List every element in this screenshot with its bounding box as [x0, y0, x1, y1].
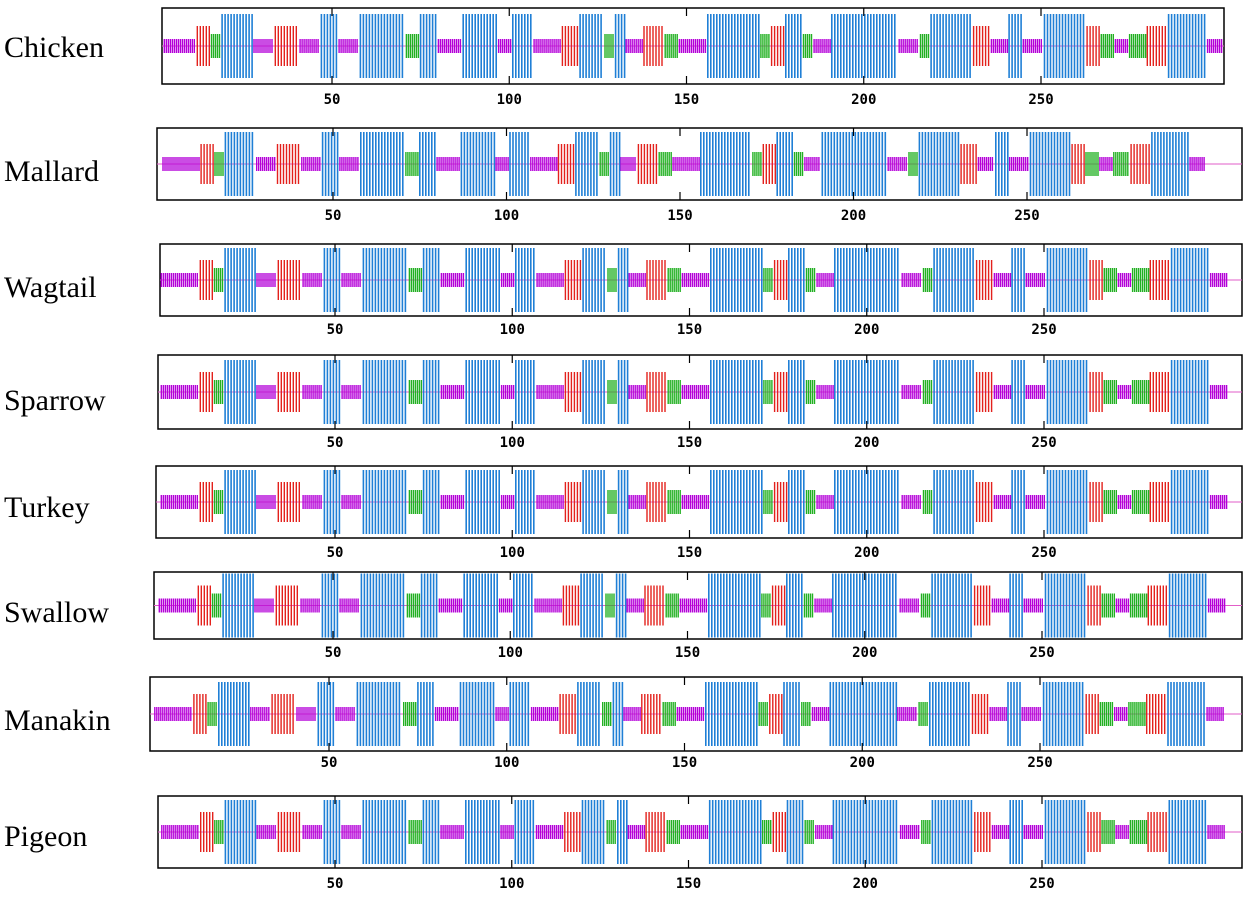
- species-label: Manakin: [4, 704, 111, 737]
- axis-tick-label: 50: [327, 876, 344, 892]
- axis-tick-label: 50: [325, 208, 342, 224]
- axis-tick-label: 250: [1027, 755, 1052, 771]
- axis-tick-label: 50: [327, 435, 344, 451]
- axis-tick-label: 150: [674, 92, 699, 108]
- species-label: Turkey: [4, 491, 90, 524]
- axis-tick-label: 150: [677, 322, 702, 338]
- axis-tick-label: 100: [494, 208, 519, 224]
- species-label: Mallard: [4, 155, 99, 188]
- axis-tick-label: 200: [853, 876, 878, 892]
- axis-tick-label: 250: [1031, 545, 1056, 561]
- axis-tick-label: 100: [500, 545, 525, 561]
- axis-tick-label: 250: [1028, 92, 1053, 108]
- axis-tick-label: 150: [676, 876, 701, 892]
- axis-tick-label: 100: [500, 435, 525, 451]
- secondary-structure-plot: 50 100 150 200 250: [155, 465, 1243, 561]
- secondary-structure-plot: 50 100 150 200 250: [157, 354, 1243, 451]
- axis-tick-label: 250: [1029, 645, 1054, 661]
- axis-tick-label: 250: [1014, 208, 1039, 224]
- axis-tick-label: 200: [854, 435, 879, 451]
- species-label: Swallow: [4, 596, 109, 629]
- axis-tick-label: 200: [851, 92, 876, 108]
- secondary-structure-plot: 50 100 150 200 250: [157, 795, 1243, 892]
- species-label: Wagtail: [4, 271, 97, 304]
- axis-tick-label: 150: [672, 755, 697, 771]
- axis-tick-label: 200: [854, 322, 879, 338]
- secondary-structure-plot: 50 100 150 200 250: [153, 571, 1243, 661]
- secondary-structure-plot: 50 100 150 200 250: [149, 676, 1243, 771]
- axis-tick-label: 50: [324, 92, 341, 108]
- axis-tick-label: 250: [1031, 435, 1056, 451]
- axis-tick-label: 200: [841, 208, 866, 224]
- axis-tick-label: 100: [494, 755, 519, 771]
- axis-tick-label: 100: [500, 322, 525, 338]
- axis-tick-label: 100: [497, 92, 522, 108]
- axis-tick-label: 150: [675, 645, 700, 661]
- axis-tick-label: 100: [499, 876, 524, 892]
- axis-tick-label: 100: [498, 645, 523, 661]
- secondary-structure-plot: 50 100 150 200 250: [159, 243, 1243, 338]
- axis-tick-label: 50: [327, 545, 344, 561]
- axis-tick-label: 200: [850, 755, 875, 771]
- axis-tick-label: 250: [1029, 876, 1054, 892]
- axis-tick-label: 200: [854, 545, 879, 561]
- secondary-structure-plot: 50 100 150 200 250: [161, 7, 1225, 108]
- axis-tick-label: 150: [667, 208, 692, 224]
- secondary-structure-plot: 50 100 150 200 250: [156, 127, 1243, 224]
- species-label: Sparrow: [4, 384, 106, 417]
- axis-tick-label: 250: [1031, 322, 1056, 338]
- axis-tick-label: 150: [677, 545, 702, 561]
- species-label: Pigeon: [4, 820, 88, 853]
- axis-tick-label: 50: [321, 755, 338, 771]
- axis-tick-label: 50: [327, 322, 344, 338]
- axis-tick-label: 50: [325, 645, 342, 661]
- species-label: Chicken: [4, 31, 104, 64]
- axis-tick-label: 200: [852, 645, 877, 661]
- axis-tick-label: 150: [677, 435, 702, 451]
